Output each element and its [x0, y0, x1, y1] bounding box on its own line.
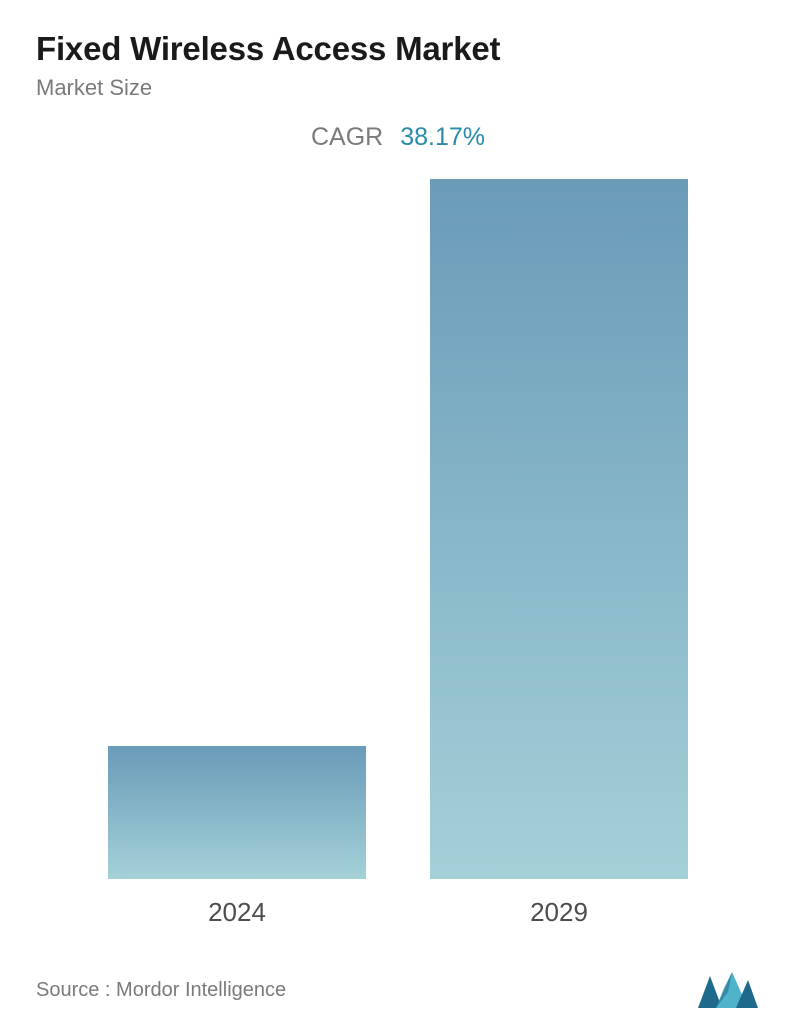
bar: [108, 746, 366, 879]
bar: [430, 179, 688, 879]
bar-column: 2029: [430, 179, 688, 928]
mordor-logo-icon: [696, 970, 760, 1010]
bar-category-label: 2024: [208, 897, 266, 928]
source-text: Source : Mordor Intelligence: [36, 979, 286, 1002]
bars-wrap: 2024 2029: [36, 162, 760, 928]
cagr-value: 38.17%: [400, 123, 485, 151]
chart-subtitle: Market Size: [36, 75, 760, 101]
chart-footer: Source : Mordor Intelligence: [36, 964, 760, 1010]
chart-plot-area: 2024 2029: [36, 162, 760, 928]
bar-category-label: 2029: [530, 897, 588, 928]
bar-column: 2024: [108, 746, 366, 928]
cagr-row: CAGR 38.17%: [36, 123, 760, 152]
chart-title: Fixed Wireless Access Market: [36, 28, 760, 69]
chart-container: Fixed Wireless Access Market Market Size…: [0, 0, 796, 1034]
cagr-label: CAGR: [311, 123, 383, 151]
